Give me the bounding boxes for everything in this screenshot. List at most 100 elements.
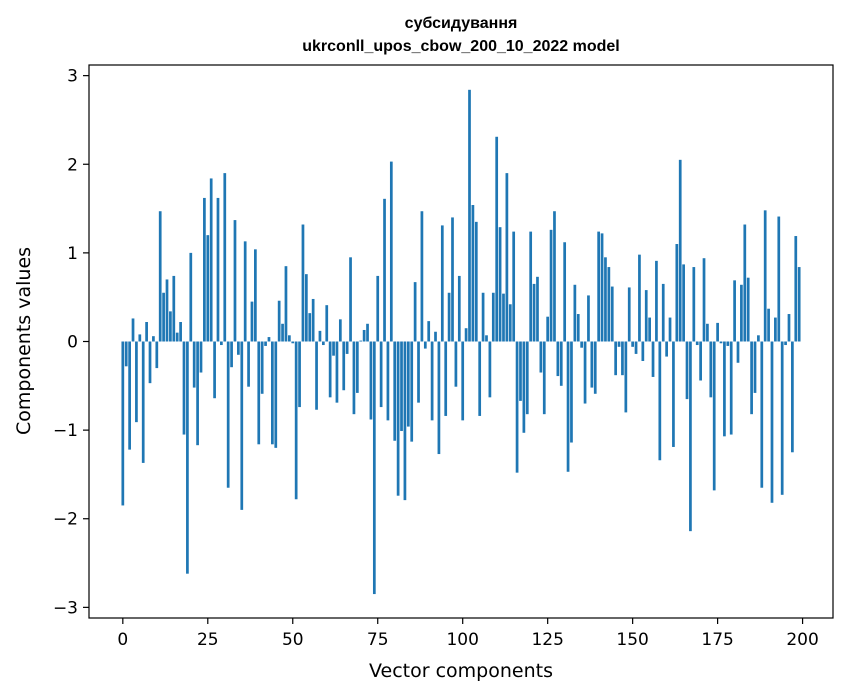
bar <box>342 341 346 391</box>
bar <box>284 266 288 342</box>
bar <box>203 197 206 342</box>
bar <box>461 341 465 421</box>
bar <box>712 341 716 491</box>
y-tick-label: −1 <box>53 421 78 441</box>
y-tick-label: −3 <box>53 598 78 618</box>
bar <box>332 341 335 356</box>
y-tick-label: 0 <box>67 333 78 353</box>
bar <box>651 341 655 377</box>
y-tick-label: 2 <box>67 155 78 175</box>
bar <box>529 231 533 342</box>
bar <box>315 341 318 410</box>
bar <box>165 279 169 342</box>
bar <box>447 292 451 342</box>
bar <box>726 341 730 346</box>
x-tick-label: 175 <box>701 630 733 650</box>
bar <box>230 341 233 368</box>
bar <box>505 173 509 342</box>
bar <box>624 341 628 413</box>
bar <box>223 173 227 342</box>
bar <box>491 292 495 342</box>
bar <box>267 337 271 342</box>
bar <box>216 197 220 342</box>
bar <box>254 249 257 342</box>
bar <box>247 341 250 387</box>
bar <box>549 229 553 342</box>
bar <box>145 322 148 342</box>
bar <box>457 275 461 342</box>
bar <box>434 331 437 342</box>
bar <box>695 341 699 346</box>
bar <box>464 328 468 342</box>
bar <box>498 227 502 342</box>
y-tick-label: −2 <box>53 510 78 530</box>
bar <box>474 221 478 342</box>
bar <box>627 287 631 342</box>
bar <box>610 286 614 342</box>
bar <box>138 334 142 342</box>
bar <box>522 341 526 433</box>
bar <box>179 322 182 342</box>
bar <box>400 341 403 432</box>
bar <box>644 290 648 342</box>
bar <box>488 341 492 398</box>
x-tick-label: 150 <box>616 630 648 650</box>
bar <box>335 341 339 403</box>
bar <box>413 282 417 342</box>
bar <box>777 216 781 342</box>
bar <box>124 341 128 367</box>
bar <box>706 323 709 342</box>
bar <box>288 335 291 342</box>
bar <box>362 329 366 342</box>
bar <box>328 341 332 398</box>
bar <box>345 341 349 354</box>
bar <box>576 314 580 342</box>
bar <box>621 341 624 376</box>
bar <box>600 233 604 342</box>
bar <box>233 220 237 342</box>
bar <box>277 300 281 342</box>
bar <box>661 283 665 342</box>
bar <box>386 341 390 421</box>
bar <box>196 341 199 446</box>
bar <box>763 210 767 342</box>
bar <box>478 341 482 416</box>
bar <box>451 217 454 342</box>
bar <box>519 341 522 401</box>
bar <box>437 341 441 455</box>
bar <box>281 323 284 342</box>
bar <box>658 341 662 461</box>
bar <box>155 341 159 369</box>
x-axis-ticks: 0 25 50 75 100 125 150 175 200 <box>117 618 819 650</box>
bar <box>566 341 570 472</box>
bar <box>767 308 770 342</box>
bar <box>355 341 359 393</box>
bar <box>583 341 587 404</box>
bar <box>359 340 363 342</box>
bar <box>638 254 641 342</box>
bar <box>743 224 747 342</box>
bar <box>797 267 801 342</box>
bar <box>308 313 312 342</box>
bar <box>372 341 376 595</box>
bar <box>298 341 301 408</box>
bar <box>542 341 546 415</box>
bar <box>192 341 196 388</box>
bar <box>352 341 356 415</box>
y-tick-label: 1 <box>67 244 78 264</box>
x-tick-label: 125 <box>531 630 563 650</box>
bar <box>383 198 386 342</box>
bar <box>780 341 784 495</box>
bar <box>559 341 563 386</box>
bar <box>607 267 611 342</box>
bar <box>304 274 308 342</box>
bar <box>757 335 760 342</box>
bar <box>250 301 254 342</box>
bar <box>162 292 165 342</box>
bar <box>719 341 723 344</box>
bar <box>158 211 162 342</box>
bar <box>597 231 601 342</box>
bar <box>274 341 278 448</box>
bar <box>318 330 322 342</box>
